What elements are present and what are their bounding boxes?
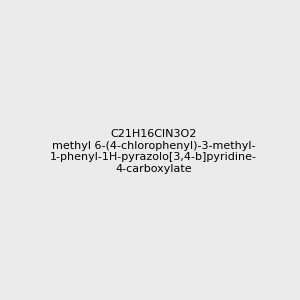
Text: C21H16ClN3O2
methyl 6-(4-chlorophenyl)-3-methyl-
1-phenyl-1H-pyrazolo[3,4-b]pyri: C21H16ClN3O2 methyl 6-(4-chlorophenyl)-3… [50,129,257,174]
